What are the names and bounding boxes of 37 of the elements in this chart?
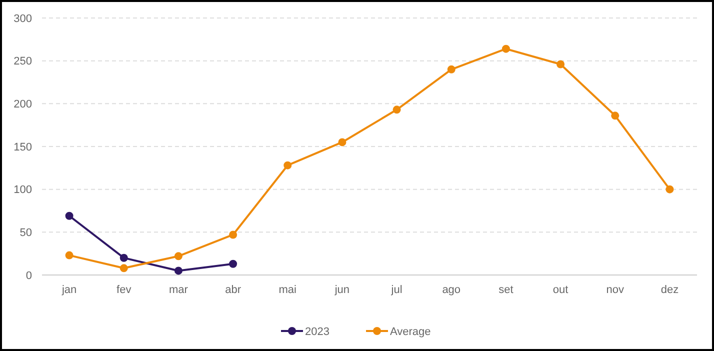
point bbox=[556, 60, 565, 68]
point bbox=[120, 254, 128, 262]
point bbox=[174, 252, 182, 260]
y-tick-label: 300 bbox=[14, 12, 32, 25]
x-tick-label: nov bbox=[606, 284, 624, 296]
x-tick-label: out bbox=[552, 284, 568, 296]
x-tick-label: jul bbox=[390, 284, 402, 296]
x-tick-label: ago bbox=[442, 284, 461, 296]
x-tick-label: set bbox=[498, 284, 514, 296]
x-tick-label: jan bbox=[60, 284, 77, 296]
y-tick-label: 50 bbox=[20, 227, 32, 240]
point bbox=[338, 138, 346, 146]
point bbox=[174, 266, 182, 275]
y-tick-label: 100 bbox=[14, 184, 32, 196]
legend-label: Average bbox=[390, 326, 431, 338]
point bbox=[502, 44, 510, 53]
y-tick-label: 250 bbox=[14, 56, 32, 68]
point bbox=[611, 112, 620, 120]
point bbox=[392, 106, 401, 114]
y-tick-label: 0 bbox=[26, 270, 32, 282]
point bbox=[120, 264, 128, 272]
x-tick-label: jun bbox=[334, 284, 350, 296]
point bbox=[229, 230, 238, 239]
x-tick-label: abr bbox=[225, 284, 242, 296]
y-tick-label: 150 bbox=[14, 141, 32, 154]
legend-label: 2023 bbox=[305, 326, 330, 338]
point bbox=[65, 251, 74, 260]
point bbox=[284, 161, 292, 170]
y-tick-label: 200 bbox=[14, 98, 32, 111]
point bbox=[65, 212, 74, 220]
x-tick-label: dez bbox=[660, 284, 679, 296]
point bbox=[447, 65, 456, 74]
x-tick-label: mar bbox=[168, 284, 188, 296]
x-tick-label: mai bbox=[278, 284, 296, 296]
x-tick-label: fev bbox=[116, 284, 132, 296]
point bbox=[666, 185, 674, 194]
point bbox=[229, 260, 238, 268]
